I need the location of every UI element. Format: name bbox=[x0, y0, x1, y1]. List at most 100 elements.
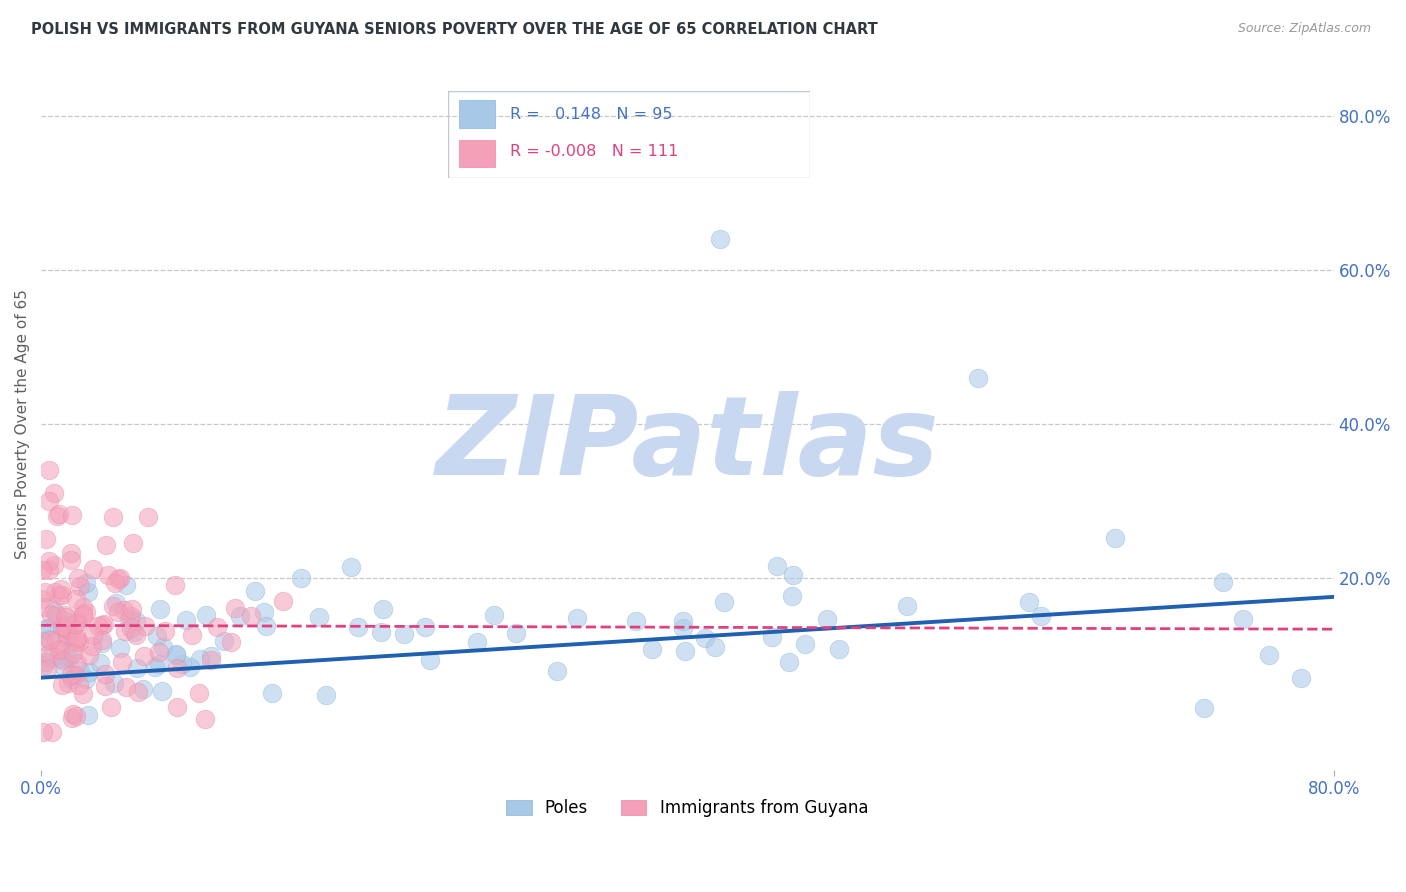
Point bbox=[103, 675, 125, 690]
Point bbox=[546, 664, 568, 678]
Point bbox=[165, 647, 187, 661]
Point bbox=[108, 571, 131, 585]
Point bbox=[111, 656, 134, 670]
Point bbox=[1104, 532, 1126, 546]
Point bbox=[32, 658, 55, 673]
Point bbox=[815, 611, 838, 625]
Point bbox=[290, 571, 312, 585]
Point bbox=[37, 622, 59, 636]
Point bbox=[60, 553, 83, 567]
Point bbox=[315, 689, 337, 703]
Point bbox=[94, 538, 117, 552]
Point bbox=[121, 601, 143, 615]
Point bbox=[53, 607, 76, 622]
Point bbox=[31, 634, 53, 648]
Point bbox=[42, 486, 65, 500]
Point bbox=[105, 596, 128, 610]
Point bbox=[104, 575, 127, 590]
Point bbox=[308, 610, 330, 624]
Point bbox=[65, 615, 87, 629]
Point bbox=[58, 676, 80, 690]
Legend: Poles, Immigrants from Guyana: Poles, Immigrants from Guyana bbox=[501, 793, 875, 824]
Point bbox=[675, 643, 697, 657]
Point bbox=[101, 509, 124, 524]
Point bbox=[77, 585, 100, 599]
Point bbox=[65, 632, 87, 646]
Point bbox=[75, 605, 97, 619]
Point bbox=[194, 712, 217, 726]
Point bbox=[188, 686, 211, 700]
Point bbox=[35, 662, 58, 676]
Text: ZIPatlas: ZIPatlas bbox=[436, 391, 939, 498]
Point bbox=[127, 685, 149, 699]
Point bbox=[49, 642, 72, 657]
Point bbox=[62, 706, 84, 721]
Point bbox=[107, 572, 129, 586]
Point bbox=[38, 647, 60, 661]
Point bbox=[65, 591, 87, 606]
Point bbox=[1194, 701, 1216, 715]
Point bbox=[240, 609, 263, 624]
Point bbox=[505, 625, 527, 640]
Point bbox=[67, 634, 90, 648]
Point bbox=[782, 568, 804, 582]
Point bbox=[200, 649, 222, 664]
Point bbox=[72, 609, 94, 624]
Point bbox=[60, 508, 83, 522]
Point bbox=[32, 724, 55, 739]
Point bbox=[166, 661, 188, 675]
Point bbox=[69, 664, 91, 678]
Point bbox=[188, 652, 211, 666]
Point bbox=[93, 667, 115, 681]
Point bbox=[82, 562, 104, 576]
Point bbox=[38, 563, 60, 577]
Y-axis label: Seniors Poverty Over the Age of 65: Seniors Poverty Over the Age of 65 bbox=[15, 289, 30, 558]
Point bbox=[38, 554, 60, 568]
Point bbox=[224, 601, 246, 615]
Point bbox=[114, 624, 136, 639]
Point bbox=[120, 621, 142, 635]
Point bbox=[146, 629, 169, 643]
Point bbox=[153, 624, 176, 639]
Point bbox=[51, 582, 73, 596]
Point bbox=[340, 560, 363, 574]
Point bbox=[52, 620, 75, 634]
Point bbox=[1018, 594, 1040, 608]
Point bbox=[465, 634, 488, 648]
Point bbox=[148, 657, 170, 672]
Point bbox=[72, 599, 94, 614]
Point bbox=[127, 661, 149, 675]
Point bbox=[66, 571, 89, 585]
Point bbox=[107, 605, 129, 619]
Point bbox=[45, 632, 67, 647]
Point bbox=[170, 657, 193, 672]
Point bbox=[46, 609, 69, 624]
Point bbox=[253, 605, 276, 619]
Point bbox=[80, 639, 103, 653]
Point bbox=[60, 546, 83, 560]
Point bbox=[34, 655, 56, 669]
Point bbox=[60, 711, 83, 725]
Point bbox=[56, 621, 79, 635]
Point bbox=[35, 532, 58, 546]
Point bbox=[66, 656, 89, 670]
Point bbox=[34, 585, 56, 599]
Point bbox=[65, 709, 87, 723]
Point bbox=[778, 655, 800, 669]
Point bbox=[394, 626, 416, 640]
Point bbox=[34, 622, 56, 636]
Point bbox=[90, 636, 112, 650]
Point bbox=[122, 536, 145, 550]
Point bbox=[761, 630, 783, 644]
Point bbox=[166, 700, 188, 714]
Point bbox=[273, 593, 295, 607]
Point bbox=[1212, 574, 1234, 589]
Point bbox=[134, 619, 156, 633]
Point bbox=[48, 507, 70, 521]
Point bbox=[713, 595, 735, 609]
Point bbox=[254, 619, 277, 633]
Point bbox=[38, 632, 60, 646]
Point bbox=[39, 633, 62, 648]
Point bbox=[30, 592, 52, 607]
Point bbox=[49, 651, 72, 665]
